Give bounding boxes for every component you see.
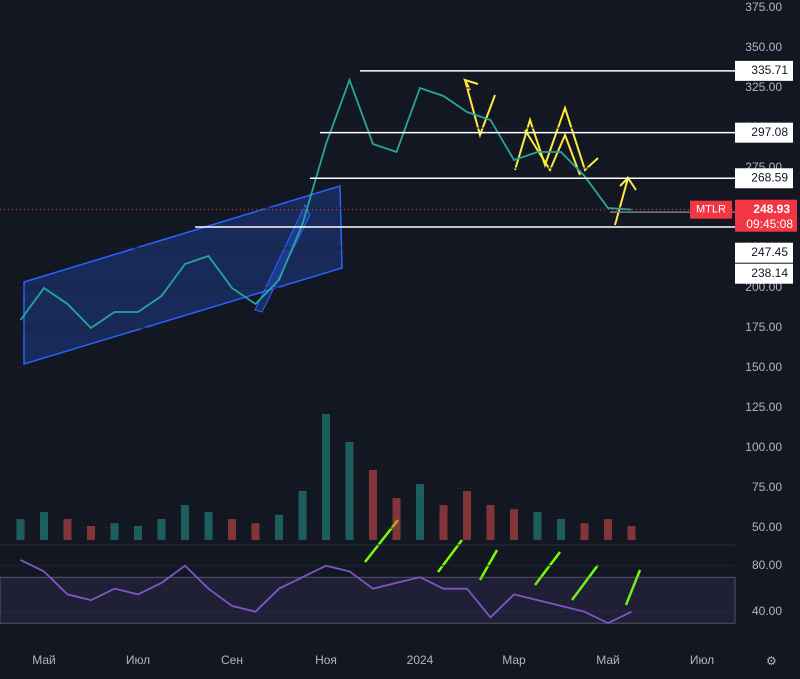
volume-bar	[580, 523, 589, 540]
level-tag	[735, 242, 793, 263]
x-tick-label: Июл	[126, 653, 150, 667]
volume-bar	[463, 491, 471, 540]
y-tick-label: 75.00	[752, 480, 782, 494]
y-tick-label: 175.00	[745, 320, 782, 334]
volume-bar	[157, 519, 166, 540]
volume-bar	[604, 519, 612, 540]
volume-bar	[16, 519, 25, 540]
y-tick-label: 350.00	[745, 40, 782, 54]
level-tag	[735, 122, 793, 143]
volume-bar	[345, 442, 354, 540]
y-tick-label: 100.00	[745, 440, 782, 454]
x-tick-label: 2024	[407, 653, 434, 667]
series-line	[19, 77, 632, 330]
y-tick-label: 50.00	[752, 520, 782, 534]
volume-bar	[533, 512, 542, 540]
level-label: 297.08	[751, 125, 788, 139]
ticker: MTLR	[696, 204, 726, 216]
y-tick-label: 80.00	[752, 558, 782, 572]
x-tick-label: Июл	[690, 653, 714, 667]
arrows	[364, 519, 642, 606]
y-tick-label: 325.00	[745, 80, 782, 94]
volume-bar	[392, 498, 401, 540]
level-label: 335.71	[751, 63, 788, 77]
level-tag	[735, 168, 793, 189]
countdown: 09:45:08	[746, 217, 793, 231]
volume-bar	[134, 526, 142, 540]
y-tick-label: 150.00	[745, 360, 782, 374]
volume-bar	[298, 491, 307, 540]
volume-bar	[486, 505, 495, 540]
volume-bar	[40, 512, 48, 540]
y-tick-label: 40.00	[752, 604, 782, 618]
volume-bar	[416, 484, 424, 540]
x-tick-label: Май	[32, 653, 56, 667]
volume-bar	[275, 514, 283, 540]
x-tick-label: Ноя	[315, 653, 337, 667]
volume-bar	[510, 509, 518, 540]
volume-bar	[557, 519, 565, 540]
level-label: 247.45	[751, 245, 788, 259]
volume-bar	[322, 414, 330, 540]
volume-bar	[627, 526, 636, 540]
volume-bar	[439, 505, 448, 540]
volume-bar	[251, 523, 260, 540]
series-line	[20, 559, 632, 625]
volume-bar	[110, 523, 119, 540]
y-tick-label: 125.00	[745, 400, 782, 414]
volume-bar	[204, 512, 213, 540]
volume-bar	[369, 470, 377, 540]
y-tick-label: 375.00	[745, 0, 782, 14]
price-tag	[735, 199, 797, 232]
level-label: 238.14	[751, 266, 788, 280]
last-price: 248.93	[753, 202, 790, 216]
level-label: 268.59	[751, 170, 788, 184]
channel-leg	[254, 203, 311, 313]
x-tick-label: Мар	[502, 653, 526, 667]
x-tick-label: Сен	[221, 653, 243, 667]
settings-icon[interactable]: ⚙	[766, 654, 777, 668]
volume-bar	[63, 519, 72, 540]
x-tick-label: Май	[596, 653, 620, 667]
channel	[23, 184, 343, 366]
ticker-tag	[690, 200, 732, 219]
volume-bar	[181, 505, 189, 540]
level-tag	[735, 263, 793, 284]
level-tag	[735, 60, 793, 81]
volume-bar	[87, 526, 95, 540]
volume-bar	[228, 519, 236, 540]
